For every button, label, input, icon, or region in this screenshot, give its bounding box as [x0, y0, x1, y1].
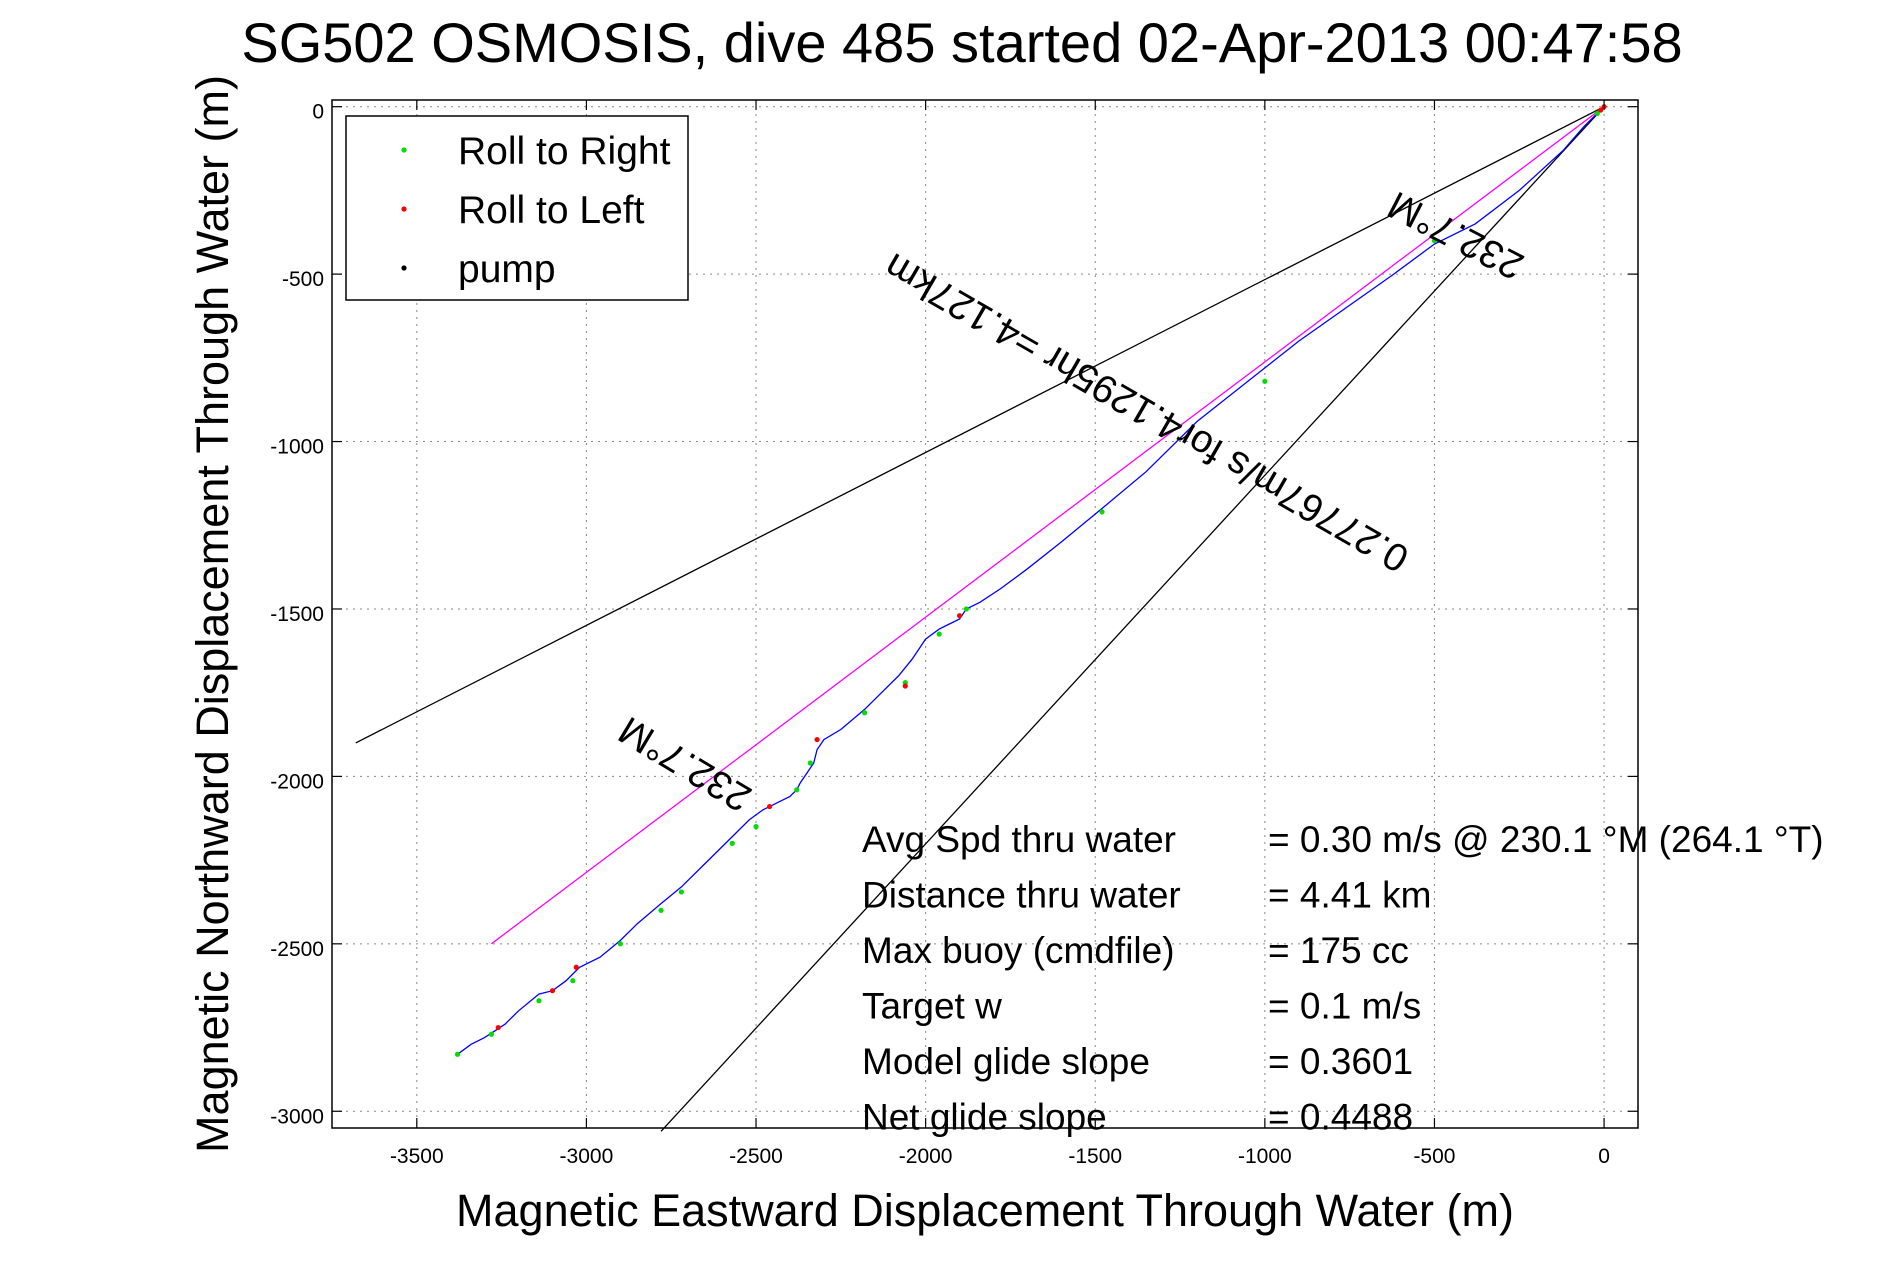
roll-right-point — [488, 1031, 495, 1037]
track-line — [457, 106, 1605, 1055]
plot-frame — [331, 99, 1639, 1129]
x-tick-label: -3000 — [560, 1145, 614, 1168]
reference-lines — [355, 106, 1605, 1132]
reference-line-1 — [660, 106, 1605, 1132]
y-tick-label: -3000 — [270, 1105, 324, 1128]
y-tick-label: -500 — [282, 268, 324, 291]
stat-value-2: = 175 cc — [1268, 930, 1409, 971]
stat-label-5: Net glide slope — [862, 1097, 1107, 1138]
track-layer — [457, 106, 1605, 1055]
roll-right-point — [861, 710, 868, 716]
legend-items: Roll to Right Roll to Left pump — [401, 130, 671, 291]
y-axis-label: Magnetic Northward Displacement Through … — [187, 75, 238, 1153]
roll-left-point — [573, 964, 579, 970]
stat-value-4: = 0.3601 — [1268, 1041, 1413, 1082]
stat-value-0: = 0.30 m/s @ 230.1 °M (264.1 °T) — [1268, 819, 1824, 860]
chart-title: SG502 OSMOSIS, dive 485 started 02-Apr-2… — [241, 11, 1682, 74]
roll-right-point — [1431, 238, 1438, 244]
y-tick-label: -2000 — [270, 770, 324, 793]
roll-right-point — [794, 787, 800, 793]
points-layer — [454, 104, 1607, 1057]
roll-left-point — [956, 613, 963, 619]
y-tick-label: -2500 — [270, 938, 324, 961]
roll-right-point — [570, 978, 576, 984]
roll-left-point — [902, 683, 908, 689]
x-tick-label: -2000 — [899, 1145, 953, 1168]
roll-right-point — [753, 824, 759, 830]
roll-right-point — [936, 631, 942, 637]
stat-label-4: Model glide slope — [862, 1041, 1150, 1082]
reference-line-0 — [355, 106, 1605, 744]
roll-right-point — [729, 840, 735, 846]
roll-right-point — [617, 941, 623, 947]
x-tick-label: -3500 — [390, 1145, 444, 1168]
stat-label-3: Target w — [862, 986, 1002, 1027]
stat-value-5: = 0.4488 — [1268, 1097, 1413, 1138]
roll-right-point — [1594, 110, 1600, 116]
legend-marker-0 — [401, 147, 407, 153]
roll-right-point — [658, 907, 664, 913]
roll-right-point — [963, 606, 969, 612]
stat-label-2: Max buoy (cmdfile) — [862, 930, 1175, 971]
x-tick-label: -1500 — [1068, 1145, 1122, 1168]
legend-marker-2 — [401, 265, 407, 271]
stat-value-3: = 0.1 m/s — [1268, 986, 1421, 1027]
x-tick-label: -2500 — [729, 1145, 783, 1168]
legend-label-1: Roll to Left — [458, 189, 645, 232]
stat-label-0: Avg Spd thru water — [862, 819, 1176, 860]
roll-right-point — [1262, 378, 1268, 384]
legend: Roll to Right Roll to Left pump — [345, 115, 689, 301]
roll-right-point — [536, 998, 542, 1004]
x-axis-label: Magnetic Eastward Displacement Through W… — [456, 1185, 1514, 1236]
roll-left-point — [549, 988, 556, 994]
y-tick-label: -1000 — [270, 436, 324, 459]
reference-line-2 — [491, 106, 1605, 945]
roll-right-point — [807, 760, 813, 766]
roll-left-point — [814, 736, 820, 743]
roll-right-point — [678, 889, 684, 895]
x-tick-label: -1000 — [1238, 1145, 1292, 1168]
roll-left-point — [495, 1024, 501, 1031]
legend-label-0: Roll to Right — [458, 130, 671, 173]
tick-layer — [332, 100, 1638, 1128]
stats-block: Avg Spd thru water = 0.30 m/s @ 230.1 °M … — [862, 819, 1824, 1138]
x-tick-label: 0 — [1598, 1145, 1610, 1168]
roll-left-point — [766, 803, 773, 810]
legend-label-2: pump — [458, 248, 556, 291]
y-tick-labels: 0 -500 -1000 -1500 -2000 -2500 -3000 — [270, 101, 324, 1129]
y-tick-label: -1500 — [270, 603, 324, 626]
roll-right-point — [1099, 509, 1105, 515]
roll-left-point — [1598, 107, 1604, 113]
stat-label-1: Distance thru water — [862, 875, 1181, 916]
roll-right-point — [454, 1051, 461, 1057]
y-tick-label: 0 — [312, 101, 324, 124]
legend-marker-1 — [401, 206, 407, 212]
x-tick-label: -500 — [1413, 1145, 1455, 1168]
grid-layer — [332, 100, 1638, 1128]
stat-value-1: = 4.41 km — [1268, 875, 1432, 916]
x-tick-labels: -3500 -3000 -2500 -2000 -1500 -1000 -500 0 — [390, 1145, 1610, 1168]
